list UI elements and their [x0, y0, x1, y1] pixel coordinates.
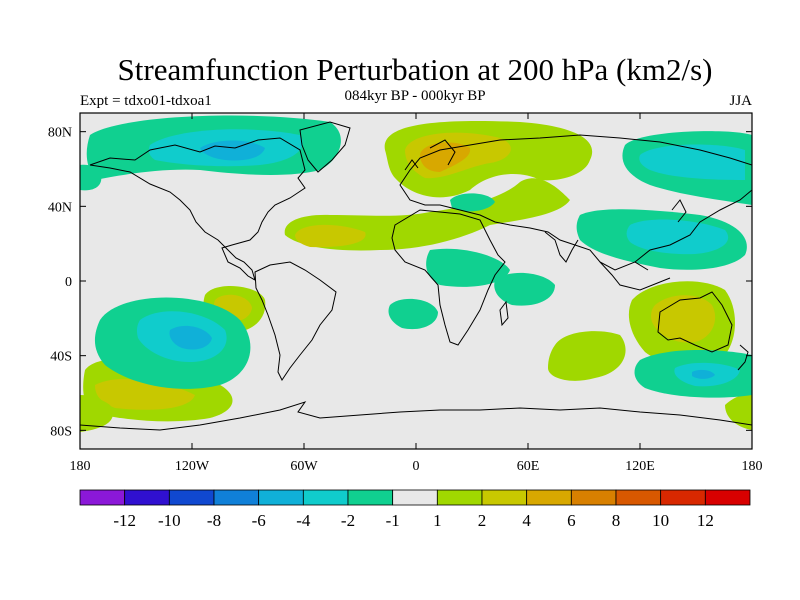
colorbar-swatch [124, 489, 170, 506]
season-label: JJA [729, 93, 752, 109]
coast-antarctica [80, 401, 752, 431]
x-tick-label: 180 [70, 459, 91, 474]
colorbar-swatch [213, 489, 260, 506]
colorbar-swatch [258, 489, 304, 506]
coast-north-america [89, 137, 306, 282]
chart-subtitle: 084kyr BP - 000kyr BP [344, 88, 486, 104]
colorbar-swatch [481, 489, 528, 506]
colorbar-swatch [436, 489, 483, 506]
x-axis: 180 120W 60W 0 60E 120E 180 [70, 113, 763, 474]
colorbar-label: 12 [697, 511, 714, 530]
field-north-africa-low [450, 193, 495, 212]
colorbar-label: 2 [478, 511, 487, 530]
x-tick-label: 60E [517, 459, 540, 474]
y-tick-label: 80N [48, 126, 72, 141]
field-west-pacific-corner [80, 164, 102, 191]
colorbar-swatch [347, 489, 394, 506]
coast-australia [657, 291, 733, 353]
coast-uk-scandinavia [404, 139, 456, 171]
field-east-asia-core [626, 219, 729, 255]
colorbar-label: 1 [433, 511, 442, 530]
colorbar: -12 -10 -8 -6 -4 -2 -1 1 2 4 6 8 10 12 [79, 489, 751, 530]
colorbar-label: -4 [296, 511, 311, 530]
x-tick-label: 120W [175, 459, 210, 474]
coast-south-america [254, 261, 337, 381]
field-southeast-corner [725, 392, 752, 430]
y-tick-label: 80S [50, 424, 72, 439]
y-axis: 80N 40N 0 40S 80S [48, 126, 752, 439]
coast-southeast-asia [599, 261, 671, 291]
field-south-indian-high [548, 331, 626, 381]
colorbar-swatch [79, 489, 126, 506]
field-atlantic-band-mid [295, 224, 366, 248]
colorbar-label: -8 [207, 511, 221, 530]
field-east-pacific-south [80, 395, 113, 432]
colorbar-swatch [660, 489, 706, 506]
colorbar-swatch [168, 489, 215, 506]
colorbar-swatch [615, 489, 662, 506]
coastlines [80, 121, 752, 431]
coast-greenland [299, 121, 351, 173]
colorbar-label: -2 [341, 511, 355, 530]
colorbar-label: -12 [113, 511, 136, 530]
colorbar-swatch [302, 489, 349, 506]
field-arctic-canada-inner [200, 140, 265, 161]
x-tick-label: 120E [625, 459, 655, 474]
y-tick-label: 40S [50, 350, 72, 365]
coast-japan [671, 199, 687, 223]
experiment-label: Expt = tdxo01-tdxoa1 [80, 93, 212, 109]
colorbar-swatch [392, 489, 438, 506]
y-tick-label: 40N [48, 200, 72, 215]
chart-title: Streamfunction Perturbation at 200 hPa (… [117, 52, 713, 87]
field-southeast-pacific-core [169, 325, 212, 350]
colorbar-label: -10 [158, 511, 181, 530]
y-tick-label: 0 [65, 275, 72, 290]
coast-madagascar [499, 300, 509, 327]
field-north-pacific-core [639, 144, 745, 180]
field-south-atlantic-low [388, 298, 438, 330]
field-scandinavia-peak [420, 142, 471, 172]
colorbar-label: 4 [522, 511, 531, 530]
coast-india [544, 231, 579, 263]
colorbar-swatch [570, 489, 617, 506]
x-tick-label: 180 [742, 459, 763, 474]
field-south-australia-inner [692, 369, 715, 379]
field-tropical-atlantic-low [426, 248, 510, 287]
map-area [79, 112, 753, 450]
field-indian-ocean-low [494, 272, 555, 306]
colorbar-label: -1 [386, 511, 400, 530]
coast-africa [391, 209, 506, 346]
x-tick-label: 0 [413, 459, 420, 474]
field-contours [80, 115, 752, 432]
field-australia-core [651, 295, 716, 343]
colorbar-label: -6 [252, 511, 266, 530]
x-tick-label: 60W [290, 459, 318, 474]
coast-eurasia [399, 134, 752, 271]
colorbar-swatch [704, 489, 751, 506]
colorbar-label: 8 [612, 511, 621, 530]
colorbar-label: 6 [567, 511, 576, 530]
colorbar-label: 10 [652, 511, 669, 530]
colorbar-swatch [526, 489, 572, 506]
coast-new-zealand [737, 344, 749, 371]
